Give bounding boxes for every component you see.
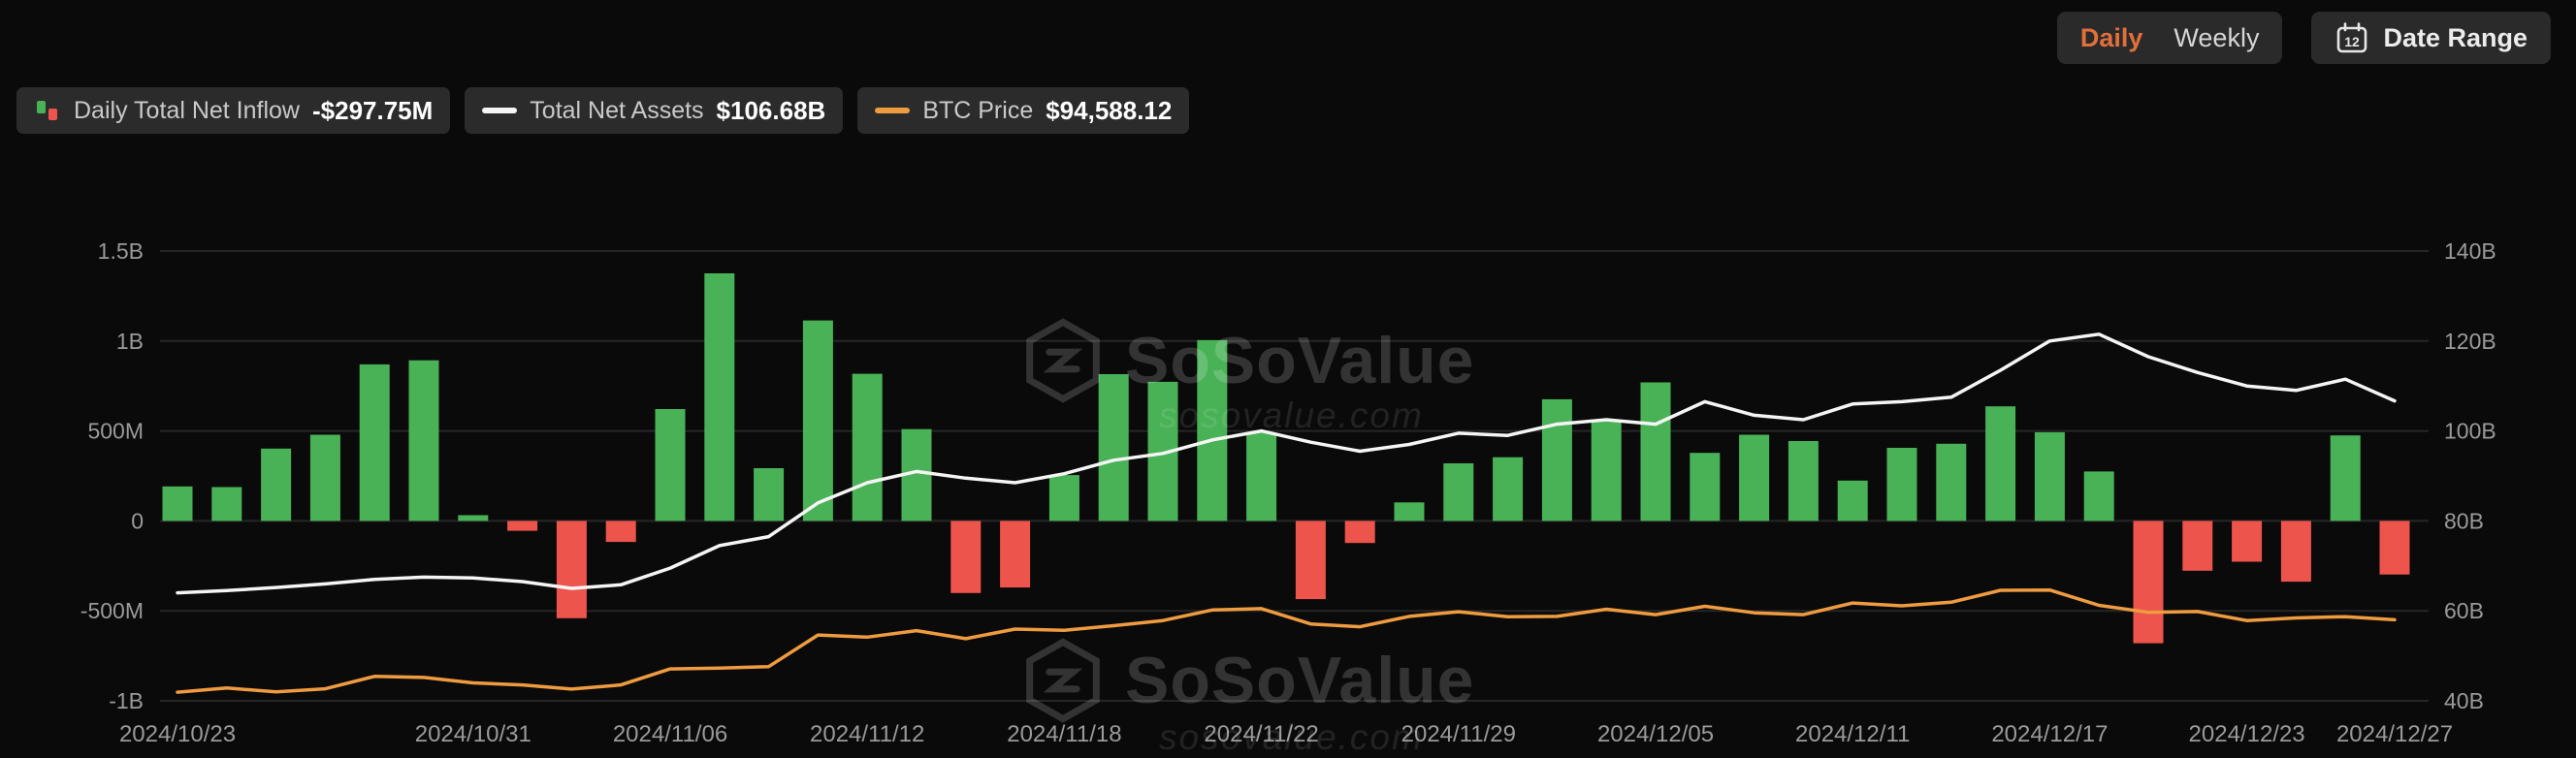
legend-label: Total Net Assets [530, 96, 704, 124]
net-inflow-bar[interactable] [458, 515, 489, 521]
net-inflow-bar[interactable] [1443, 463, 1474, 521]
legend-item-total-net-assets[interactable]: Total Net Assets $106.68B [465, 87, 844, 134]
tab-daily[interactable]: Daily [2079, 22, 2143, 52]
legend-value: -$297.75M [311, 95, 434, 125]
y-axis-left-label: 500M [87, 419, 144, 444]
x-axis-date-label: 2024/12/11 [1795, 721, 1910, 747]
net-inflow-bar[interactable] [359, 363, 390, 521]
x-axis-date-label: 2024/10/23 [119, 721, 236, 747]
tab-weekly[interactable]: Weekly [2174, 22, 2260, 52]
net-inflow-bar[interactable] [261, 448, 292, 521]
x-axis-date-label: 2024/11/18 [1007, 721, 1121, 747]
net-inflow-bar[interactable] [1640, 382, 1671, 521]
btc-price-line[interactable] [176, 587, 2397, 694]
net-inflow-bar[interactable] [2280, 521, 2311, 583]
legend-item-daily-net-inflow[interactable]: Daily Total Net Inflow -$297.75M [16, 87, 451, 134]
net-inflow-bar[interactable] [1493, 457, 1524, 521]
y-axis-left-label: -500M [80, 598, 144, 623]
period-toggle: Daily Weekly [2056, 12, 2283, 64]
net-inflow-bar[interactable] [556, 521, 587, 618]
net-inflow-bar[interactable] [507, 521, 538, 531]
net-inflow-bar[interactable] [1541, 398, 1572, 521]
y-axis-right-label: 100B [2444, 419, 2496, 444]
y-axis-left-label: 0 [131, 508, 144, 533]
y-axis-right-label: 60B [2444, 598, 2484, 623]
y-axis-right-label: 120B [2444, 329, 2496, 354]
net-inflow-bar[interactable] [408, 360, 439, 521]
net-inflow-bar[interactable] [1936, 443, 1967, 521]
chart-legend: Daily Total Net Inflow -$297.75M Total N… [16, 87, 1190, 134]
net-inflow-bar[interactable] [655, 409, 686, 521]
legend-value: $106.68B [716, 95, 826, 125]
net-inflow-bar[interactable] [1886, 448, 1917, 521]
x-axis-date-label: 2024/11/22 [1204, 721, 1318, 747]
net-inflow-bar[interactable] [1295, 521, 1326, 600]
svg-text:12: 12 [2345, 34, 2361, 49]
chart-controls: Daily Weekly 12 Date Range [2056, 12, 2551, 64]
x-axis-date-label: 2024/11/29 [1401, 721, 1516, 747]
x-axis-date-label: 2024/10/31 [415, 721, 531, 747]
net-inflow-bar[interactable] [852, 373, 883, 521]
x-axis-date-label: 2024/11/06 [613, 721, 727, 747]
legend-item-btc-price[interactable]: BTC Price $94,588.12 [857, 87, 1190, 134]
date-range-button[interactable]: 12 Date Range [2311, 12, 2551, 64]
net-inflow-bar[interactable] [1787, 441, 1819, 521]
x-axis-date-label: 2024/12/05 [1597, 721, 1714, 747]
net-inflow-bar[interactable] [2034, 431, 2065, 521]
x-axis-date-label: 2024/12/23 [2189, 721, 2305, 747]
net-inflow-bar[interactable] [2182, 521, 2213, 571]
x-axis-date-label: 2024/12/27 [2336, 721, 2453, 747]
x-axis-date-label: 2024/11/12 [810, 721, 924, 747]
inflow-bars-icon [34, 97, 61, 124]
net-inflow-bar[interactable] [704, 273, 735, 521]
date-range-label: Date Range [2383, 22, 2528, 52]
y-axis-left-label: -1B [109, 688, 144, 713]
net-inflow-bar[interactable] [754, 468, 785, 521]
net-inflow-bar[interactable] [1246, 432, 1277, 521]
net-inflow-bar[interactable] [1739, 434, 1770, 521]
net-inflow-bar[interactable] [1837, 480, 1868, 521]
total-net-assets-line[interactable] [176, 332, 2397, 595]
net-inflow-bar[interactable] [2330, 435, 2361, 521]
legend-value: $94,588.12 [1046, 95, 1173, 125]
legend-label: BTC Price [922, 96, 1034, 124]
y-axis-left-label: 1B [116, 329, 144, 354]
net-inflow-bar[interactable] [162, 486, 193, 521]
y-axis-right-label: 80B [2444, 508, 2484, 533]
x-axis-date-label: 2024/12/17 [1991, 721, 2108, 747]
net-inflow-bar[interactable] [950, 521, 982, 593]
y-axis-right-label: 140B [2444, 238, 2496, 264]
net-inflow-bar[interactable] [1394, 502, 1425, 521]
net-inflow-bar[interactable] [2133, 521, 2164, 644]
net-inflow-bar[interactable] [211, 487, 242, 521]
net-inflow-bar[interactable] [2083, 471, 2114, 521]
net-inflow-bar[interactable] [1048, 475, 1079, 521]
net-inflow-bar[interactable] [1985, 406, 2016, 521]
net-inflow-bar[interactable] [1591, 421, 1622, 521]
net-inflow-bar[interactable] [1000, 521, 1031, 588]
calendar-icon: 12 [2334, 20, 2369, 55]
net-inflow-bar[interactable] [1690, 453, 1721, 521]
net-inflow-bar[interactable] [1098, 374, 1129, 521]
net-inflow-bar[interactable] [802, 320, 833, 521]
net-inflow-bar[interactable] [309, 434, 340, 521]
net-inflow-bar[interactable] [2232, 521, 2263, 562]
net-inflow-bar[interactable] [1197, 339, 1228, 521]
net-inflow-bar[interactable] [1344, 521, 1375, 544]
white-line-icon [482, 108, 518, 113]
net-inflow-bar[interactable] [605, 521, 636, 543]
legend-label: Daily Total Net Inflow [74, 96, 300, 124]
net-inflow-bar[interactable] [2379, 521, 2410, 575]
y-axis-left-label: 1.5B [98, 238, 144, 264]
orange-line-icon [875, 108, 911, 113]
y-axis-right-label: 40B [2444, 688, 2484, 713]
